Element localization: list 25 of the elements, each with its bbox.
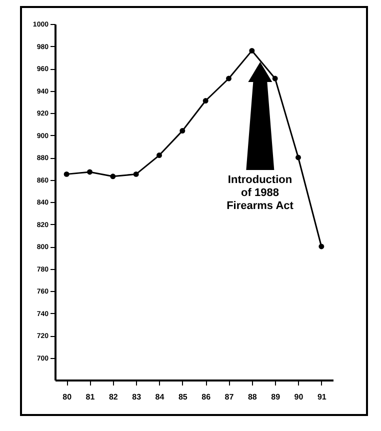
x-tick-label: 84: [155, 392, 165, 402]
point: [272, 76, 278, 82]
x-tick-label: 86: [202, 392, 212, 402]
annotation: Introduction of 1988 Firearms Act: [226, 174, 294, 212]
point: [156, 152, 162, 158]
x-tick-label: 82: [108, 392, 118, 402]
x-tick-label: 90: [294, 392, 304, 402]
point: [87, 169, 92, 175]
point: [133, 171, 139, 177]
point: [226, 76, 232, 82]
point: [249, 48, 255, 54]
x-tick-label: 80: [62, 392, 72, 402]
x-tick-label: 83: [132, 392, 142, 402]
x-tick-label: 89: [271, 392, 281, 402]
x-tick-label: 87: [224, 392, 234, 402]
point: [296, 154, 301, 160]
point: [180, 128, 186, 134]
x-tick-label: 88: [248, 392, 258, 402]
point: [64, 171, 70, 177]
x-tick-label: 85: [178, 392, 188, 402]
point: [202, 98, 208, 104]
x-tick-label: 81: [86, 392, 96, 402]
x-tick-label: 91: [317, 392, 327, 402]
point: [318, 244, 324, 250]
point: [110, 174, 116, 180]
